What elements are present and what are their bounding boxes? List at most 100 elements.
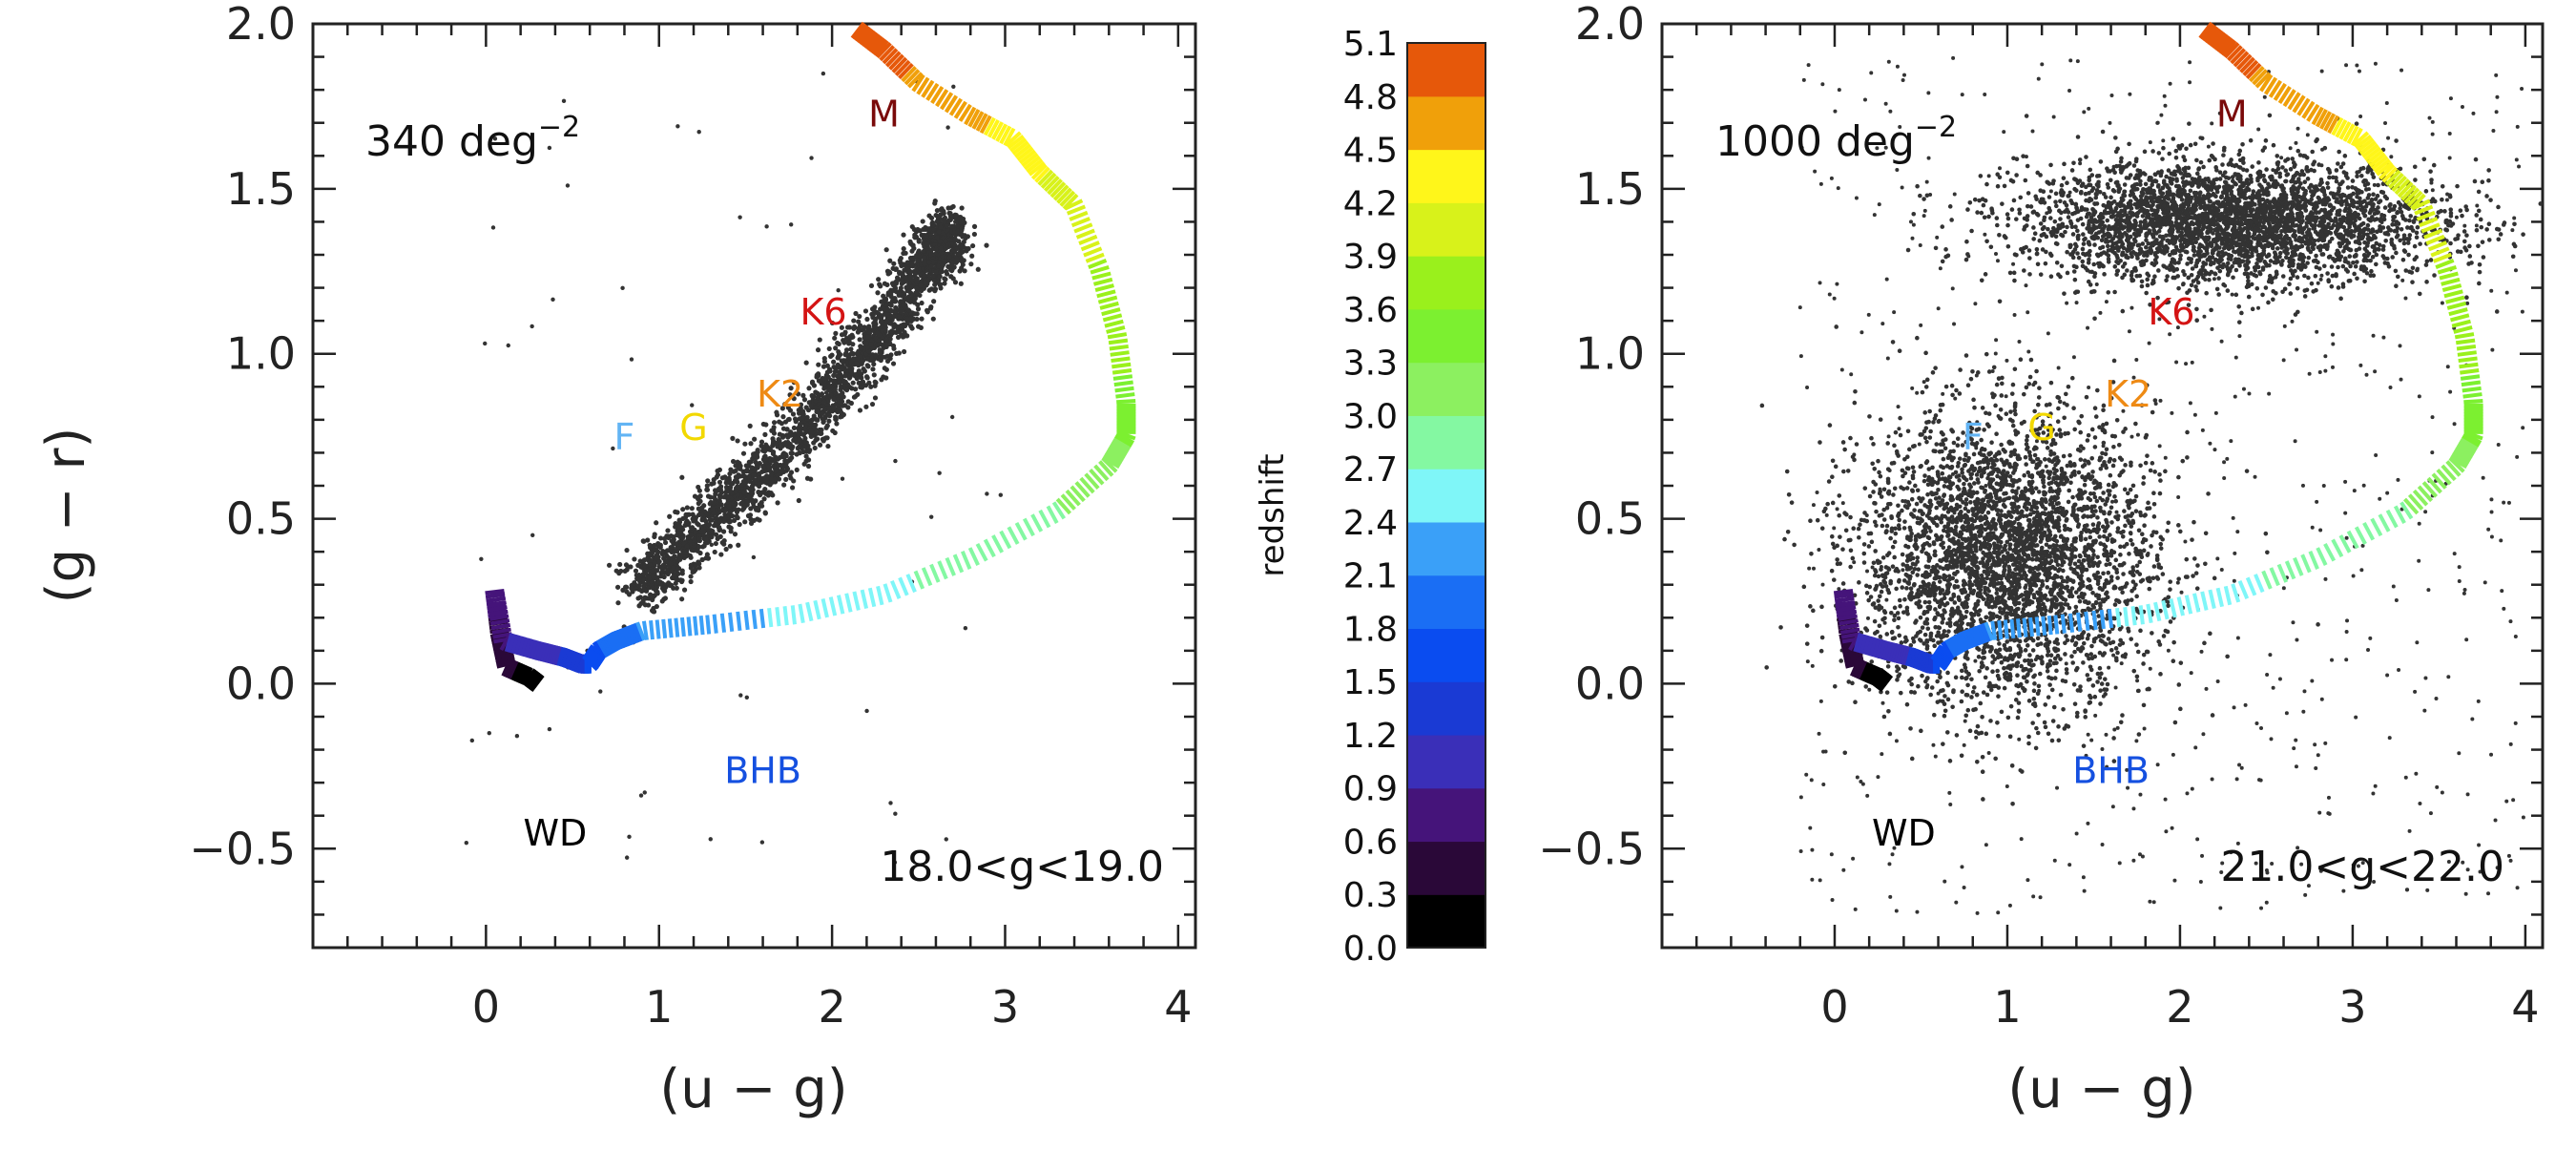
star-point bbox=[831, 397, 836, 402]
star-point bbox=[660, 598, 665, 603]
star-point bbox=[1921, 625, 1925, 630]
colorbar-tick-label: 3.9 bbox=[1343, 238, 1398, 277]
star-point bbox=[1916, 684, 1921, 689]
star-point bbox=[647, 575, 652, 580]
quasar-track-segment bbox=[1048, 506, 1056, 523]
star-point bbox=[2067, 500, 2071, 505]
quasar-track-segment bbox=[1105, 322, 1123, 326]
star-point bbox=[838, 380, 842, 385]
star-point bbox=[828, 354, 833, 359]
star-point bbox=[530, 533, 534, 537]
star-point bbox=[937, 229, 942, 234]
star-point bbox=[806, 449, 811, 454]
star-point bbox=[632, 556, 636, 561]
quasar-track-segment bbox=[1116, 401, 1135, 402]
star-point bbox=[928, 304, 933, 309]
star-point bbox=[889, 303, 894, 307]
star-point bbox=[1925, 626, 1930, 631]
star-point bbox=[685, 505, 690, 510]
star-point bbox=[900, 299, 904, 303]
star-point bbox=[530, 324, 533, 328]
quasar-track-segment bbox=[701, 616, 703, 635]
star-point bbox=[2178, 707, 2183, 712]
star-point bbox=[809, 434, 814, 439]
star-point bbox=[2180, 459, 2185, 464]
star-point bbox=[949, 248, 954, 253]
star-point bbox=[888, 801, 892, 804]
star-point bbox=[729, 490, 734, 494]
star-point bbox=[696, 501, 701, 506]
density-label-left: 340 deg−2 bbox=[365, 111, 580, 166]
quasar-track-segment bbox=[1115, 388, 1134, 391]
star-point bbox=[757, 481, 761, 486]
quasar-track-segment bbox=[1108, 334, 1127, 337]
star-point bbox=[639, 793, 643, 797]
colorbar-block bbox=[1407, 469, 1485, 522]
quasar-track-segment bbox=[993, 535, 1002, 553]
star-point bbox=[1984, 522, 1988, 527]
star-point bbox=[887, 259, 892, 263]
star-point bbox=[1911, 637, 1916, 641]
star-point bbox=[675, 124, 679, 128]
star-point bbox=[2105, 447, 2109, 451]
quasar-track-segment bbox=[1025, 519, 1033, 536]
star-point bbox=[806, 407, 811, 412]
star-point bbox=[2072, 682, 2077, 687]
star-point bbox=[1876, 459, 1880, 464]
star-point bbox=[1848, 565, 1853, 570]
star-point bbox=[2032, 571, 2037, 575]
star-point bbox=[897, 291, 902, 296]
star-point bbox=[1928, 634, 1933, 638]
star-point bbox=[685, 519, 690, 524]
star-point bbox=[1872, 501, 1877, 506]
colorbar-block bbox=[1407, 522, 1485, 575]
star-point bbox=[2028, 375, 2033, 380]
quasar-track-segment bbox=[1095, 285, 1113, 290]
star-point bbox=[658, 535, 663, 540]
star-point bbox=[837, 400, 841, 405]
star-point bbox=[2042, 485, 2046, 490]
star-point bbox=[913, 296, 918, 301]
star-point bbox=[810, 381, 815, 386]
star-point bbox=[647, 553, 652, 557]
star-point bbox=[708, 517, 713, 522]
star-point bbox=[752, 518, 757, 523]
star-point bbox=[641, 578, 646, 583]
star-point bbox=[2165, 529, 2170, 533]
star-point bbox=[810, 393, 815, 398]
star-point bbox=[1857, 527, 1861, 532]
star-point bbox=[820, 404, 824, 408]
star-point bbox=[1891, 492, 1896, 497]
star-point bbox=[598, 689, 602, 693]
star-point bbox=[931, 317, 936, 322]
star-point bbox=[962, 240, 966, 244]
quasar-track-segment bbox=[884, 584, 890, 602]
star-point bbox=[2086, 438, 2090, 443]
star-point bbox=[655, 591, 660, 595]
star-point bbox=[651, 609, 655, 614]
star-point bbox=[853, 311, 858, 316]
star-point bbox=[843, 350, 848, 355]
star-point bbox=[782, 442, 787, 447]
star-point bbox=[785, 467, 790, 471]
star-point bbox=[809, 156, 813, 159]
colorbar-block bbox=[1407, 256, 1485, 309]
star-point bbox=[661, 562, 666, 567]
star-point bbox=[752, 555, 756, 559]
star-point bbox=[806, 386, 811, 390]
x-tick-label: 0 bbox=[1820, 981, 1848, 1033]
star-point bbox=[761, 475, 766, 480]
quasar-track-segment bbox=[793, 605, 795, 624]
star-point bbox=[1939, 464, 1943, 469]
star-point bbox=[654, 585, 659, 590]
star-point bbox=[1919, 516, 1923, 521]
colorbar-tick-label: 1.5 bbox=[1343, 663, 1398, 702]
star-point bbox=[1862, 486, 1867, 491]
star-point bbox=[2082, 743, 2087, 748]
star-point bbox=[677, 523, 682, 528]
star-point bbox=[2032, 697, 2037, 701]
star-point bbox=[831, 365, 836, 369]
star-point bbox=[705, 478, 710, 483]
star-point bbox=[652, 574, 656, 579]
star-point bbox=[760, 465, 765, 470]
